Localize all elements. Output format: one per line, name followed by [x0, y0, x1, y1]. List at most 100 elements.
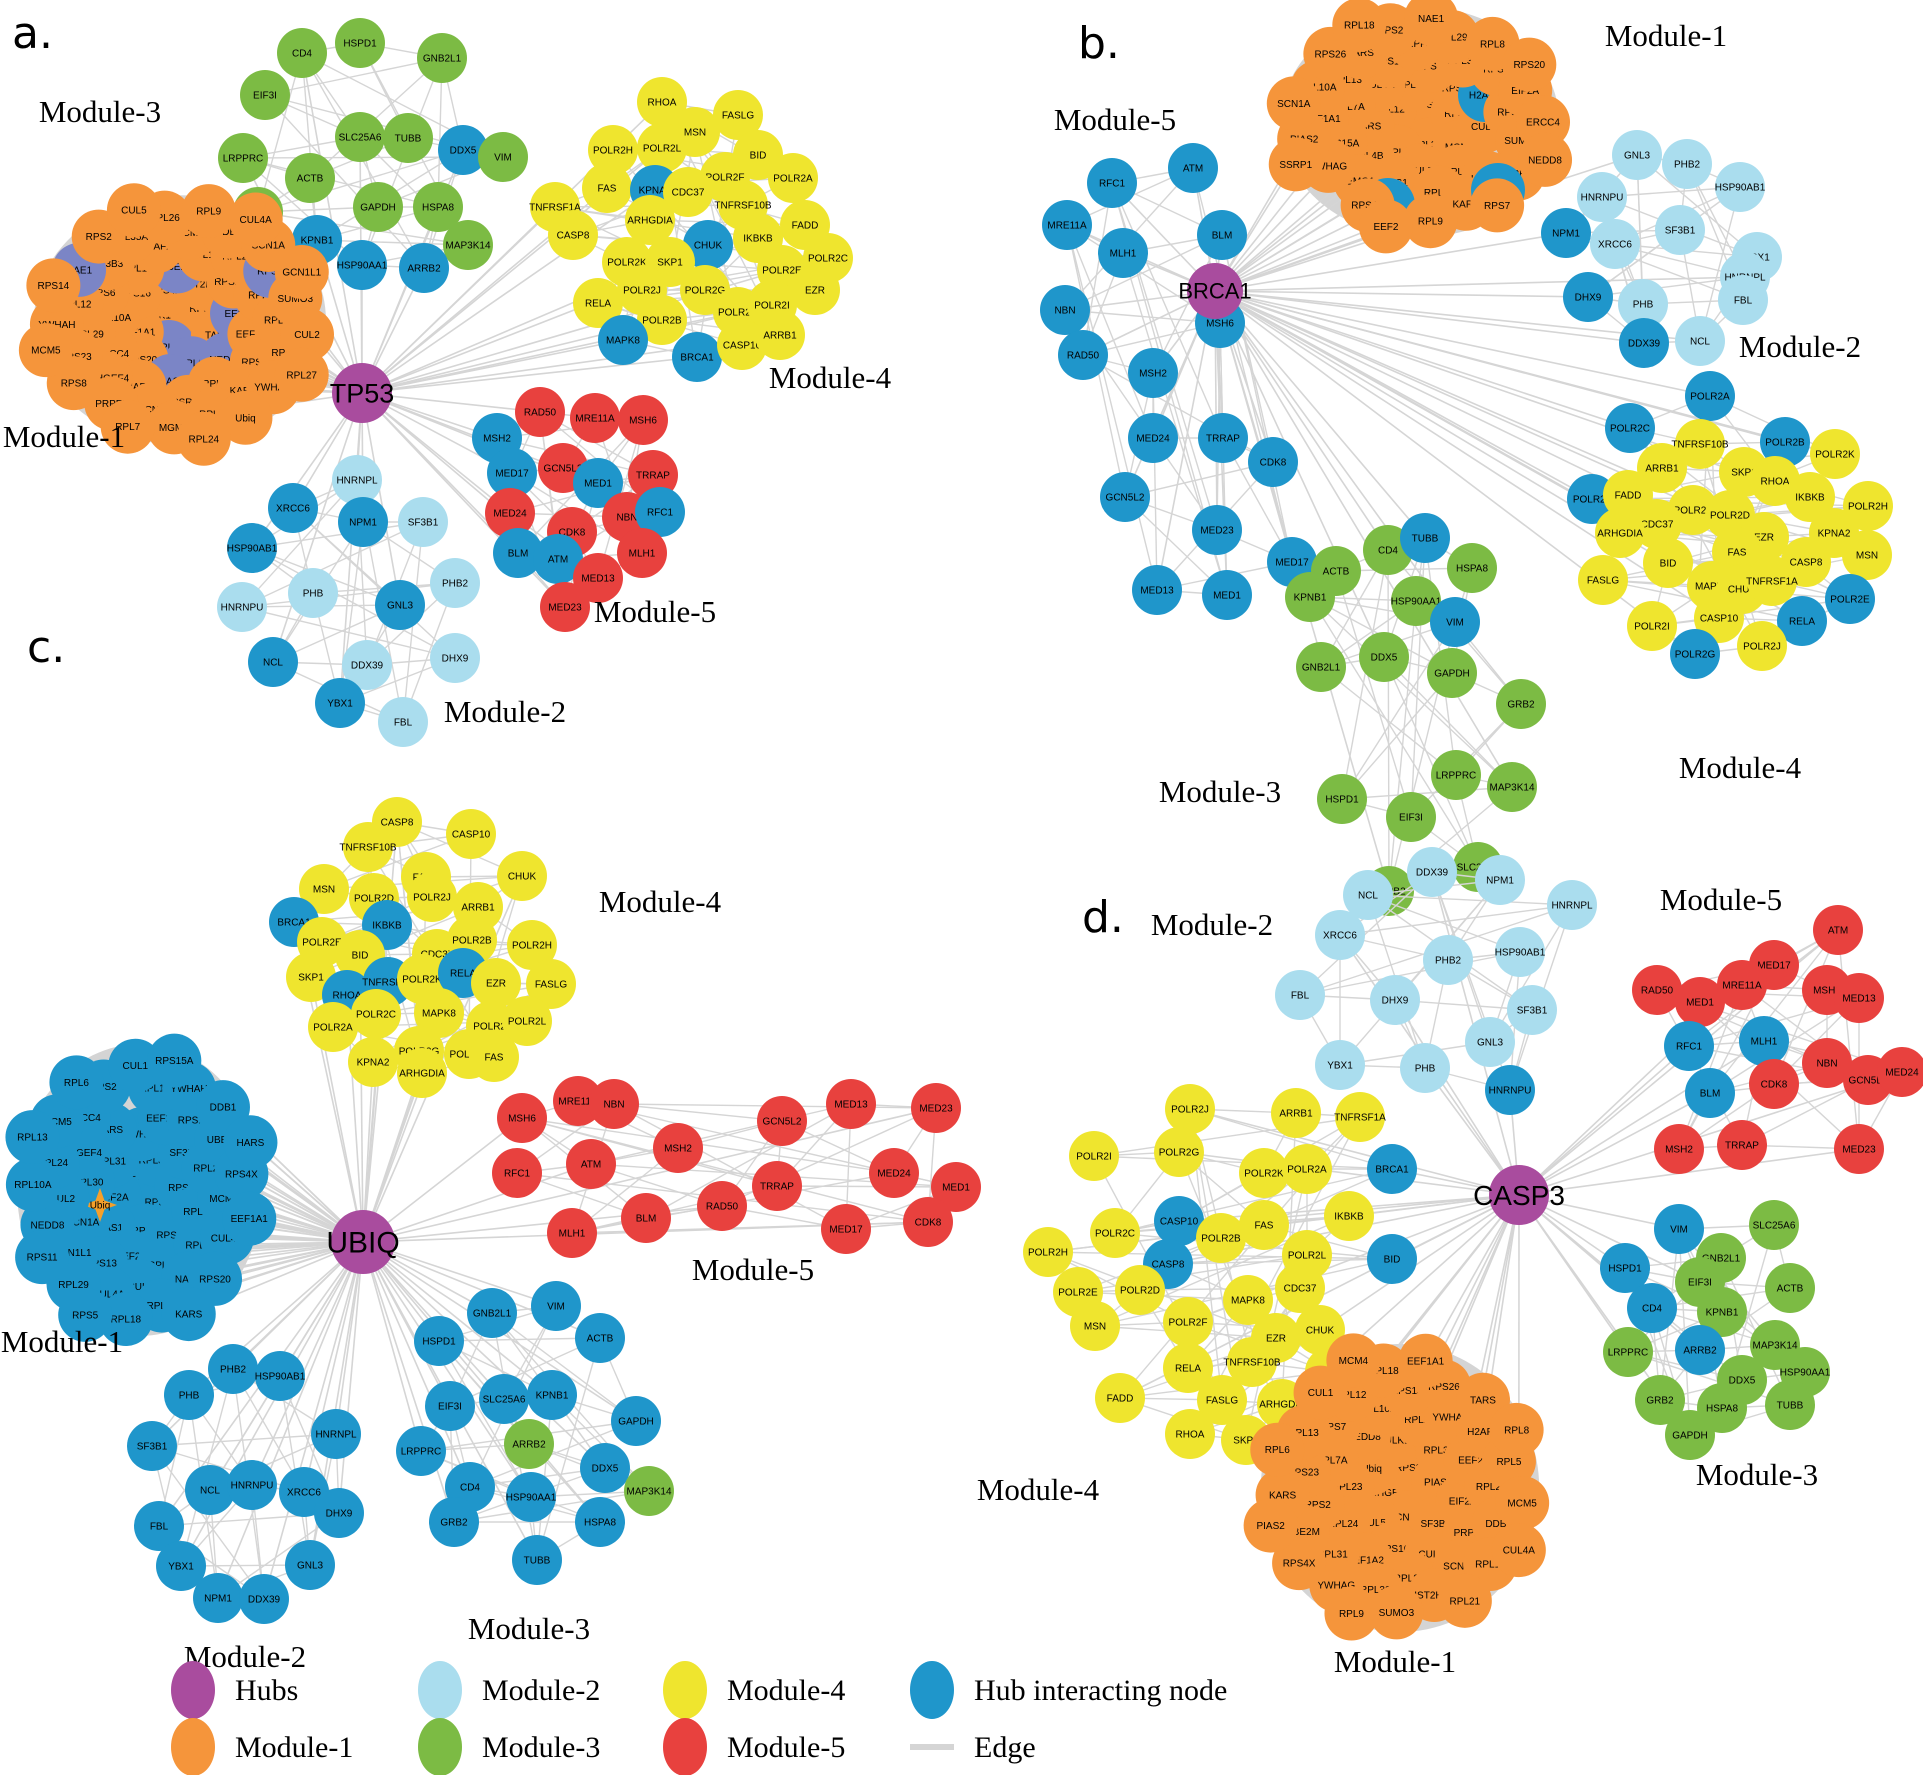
node-label: POLR2F — [706, 173, 745, 184]
node-label: CUL1 — [1308, 1388, 1334, 1399]
network-node — [1765, 1263, 1815, 1313]
node-label: TRRAP — [636, 471, 670, 482]
node-label: RPS26 — [1315, 49, 1347, 60]
node-label: LRPPRC — [223, 154, 264, 165]
module-label: Module-5 — [692, 1252, 814, 1287]
edge — [1699, 186, 1741, 342]
module-label: Module-4 — [599, 884, 722, 919]
edge — [1245, 1168, 1308, 1441]
module-label: Module-1 — [1605, 18, 1727, 53]
node-label: RPS7 — [168, 1183, 195, 1194]
node-label: KPNB1 — [301, 236, 334, 247]
panel-letter: d. — [1082, 892, 1124, 943]
node-label: DDX5 — [1729, 1376, 1756, 1387]
network-node — [274, 244, 329, 299]
network-node — [335, 18, 385, 68]
node-label: SF3B3 — [1420, 1519, 1451, 1530]
node-label: MSN — [1856, 551, 1878, 562]
node-label: KPNA2 — [357, 1058, 390, 1069]
node-label: RFC1 — [647, 508, 674, 519]
node-label: SKP1 — [1233, 1436, 1259, 1447]
edge — [1339, 904, 1573, 936]
node-label: RPS11 — [241, 357, 272, 368]
node-label: EEF1A1 — [118, 327, 156, 338]
network-node — [1618, 279, 1668, 329]
node-label: FADD — [1615, 491, 1642, 502]
legend-label: Module-1 — [235, 1731, 353, 1764]
network-node — [1595, 508, 1645, 558]
hub-label: UBIQ — [326, 1227, 399, 1260]
network-node — [1675, 419, 1725, 469]
node-label: BID — [352, 951, 369, 962]
network-node — [1196, 1213, 1246, 1263]
network-node — [1495, 927, 1545, 977]
node-label: RPL13 — [189, 250, 220, 261]
node-label: POLR2K — [1244, 1169, 1284, 1180]
node-label: TARS — [1470, 1395, 1496, 1406]
edge — [303, 1241, 364, 1493]
panel-letter: b. — [1078, 18, 1120, 69]
panel-letter: a. — [12, 8, 53, 59]
node-label: POLR2L — [1288, 1251, 1327, 1262]
network-node — [1685, 1068, 1735, 1118]
node-label: H2AFX — [141, 242, 174, 253]
legend-label: Module-2 — [482, 1674, 600, 1707]
network-node — [492, 1148, 542, 1198]
network-node — [1717, 960, 1767, 1010]
node-label: RPL18 — [1344, 21, 1375, 32]
node-label: POLR2J — [623, 286, 661, 297]
edge — [1339, 879, 1501, 1066]
node-label: RPS4X — [1283, 1559, 1316, 1570]
network-node — [1563, 272, 1613, 322]
node-label: FBL — [1734, 296, 1753, 307]
legend-label: Hubs — [235, 1674, 298, 1707]
node-label: BRCA1 — [680, 353, 714, 364]
node-label: POLR2E — [302, 938, 342, 949]
network-node — [1547, 880, 1597, 930]
network-node — [1675, 977, 1725, 1027]
network-node — [1665, 1410, 1715, 1460]
node-label: MSH6 — [508, 1114, 536, 1125]
network-node — [1042, 200, 1092, 250]
node-label: SKP1 — [657, 258, 683, 269]
network-node — [547, 1208, 597, 1258]
network-node — [315, 678, 365, 728]
node-label: RPL13 — [17, 1133, 48, 1144]
node-label: RPS6 — [1497, 108, 1524, 119]
node-label: Ubiq — [90, 1201, 111, 1212]
node-label: HSP90AB1 — [255, 1372, 306, 1383]
node-label: FBL — [1291, 991, 1310, 1002]
network-node — [134, 1501, 184, 1551]
node-label: RPS20 — [199, 1274, 231, 1285]
node-label: ARRB2 — [512, 1440, 546, 1451]
module-label: Module-3 — [1159, 774, 1281, 809]
node-label: RPL13 — [1288, 1428, 1319, 1439]
network-node — [1069, 1131, 1119, 1181]
node-label: POLR2A — [773, 174, 813, 185]
node-label: KPNB1 — [1706, 1308, 1739, 1319]
node-label: RPL35A — [111, 232, 149, 243]
node-label: RHOA — [648, 98, 677, 109]
node-label: KARS — [175, 1310, 203, 1321]
node-label: MED13 — [1140, 586, 1174, 597]
legend: Hubs Module-1 Module-2 Module-3 Module-4 Modu… — [171, 1661, 1227, 1775]
network-node — [1578, 555, 1628, 605]
network-node — [279, 307, 334, 362]
node-label: BRCA1 — [1375, 1165, 1409, 1176]
node-label: RPL35A — [139, 1156, 177, 1167]
node-label: GNL3 — [1477, 1038, 1504, 1049]
node-label: CUL5 — [128, 1282, 154, 1293]
node-label: HSP90AB1 — [1715, 183, 1766, 194]
node-label: MCM4 — [209, 1194, 239, 1205]
node-label: GNB2L1 — [473, 1309, 512, 1320]
node-label: RPL30 — [73, 1178, 104, 1189]
node-label: TUBB — [395, 134, 422, 145]
node-label: XRCC6 — [287, 1488, 321, 1499]
node-label: RPL10A — [14, 1180, 52, 1191]
node-label: POLR2B — [452, 936, 492, 947]
edge — [1518, 1194, 1701, 1283]
edge — [1214, 290, 1701, 342]
network-node — [1266, 76, 1321, 131]
edge — [361, 189, 656, 394]
network-node — [185, 1465, 235, 1515]
